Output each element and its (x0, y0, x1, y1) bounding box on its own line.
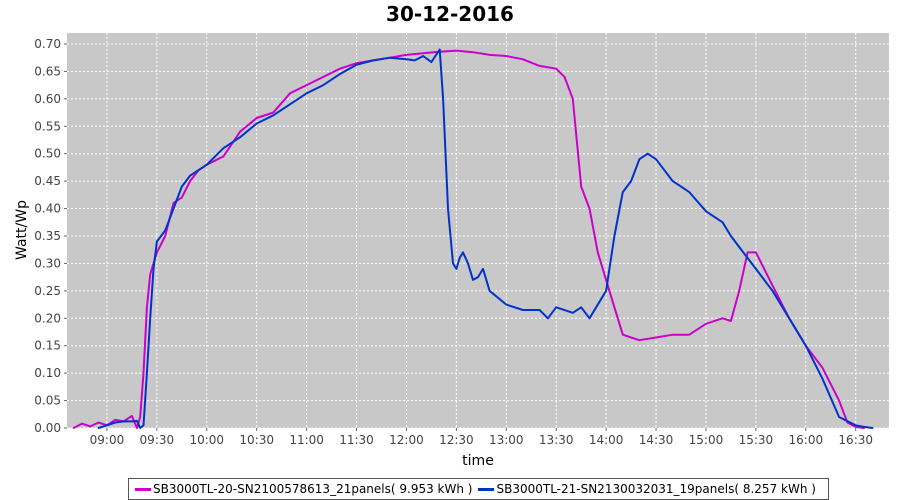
x-tick-label: 12:00 (389, 433, 424, 447)
y-tick-label: 0.35 (34, 229, 61, 243)
x-tick-label: 10:30 (239, 433, 274, 447)
y-tick-label: 0.40 (34, 202, 61, 216)
legend: SB3000TL-20-SN2100578613_21panels( 9.953… (128, 478, 829, 500)
series-line-1 (72, 49, 865, 429)
y-tick-label: 0.70 (34, 37, 61, 51)
x-tick-label: 14:30 (639, 433, 674, 447)
x-tick-label: 11:30 (339, 433, 374, 447)
legend-swatch-series-2 (478, 487, 495, 491)
x-tick-label: 16:00 (789, 433, 824, 447)
x-axis-ticks: 09:00 09:30 10:00 10:30 11:00 11:30 12:00 12:30… (90, 428, 873, 447)
legend-label-series-1: SB3000TL-20-SN2100578613_21panels( 9.953… (153, 482, 473, 496)
y-tick-label: 0.10 (34, 366, 61, 380)
legend-label-series-2: SB3000TL-21-SN2130032031_19panels( 8.257… (496, 482, 816, 496)
y-tick-label: 0.65 (34, 64, 61, 78)
plot-area (67, 33, 889, 428)
x-tick-label: 11:00 (289, 433, 324, 447)
y-tick-label: 0.45 (34, 174, 61, 188)
x-tick-label: 10:00 (189, 433, 224, 447)
chart-title: 30-12-2016 (386, 2, 514, 26)
x-tick-label: 15:00 (689, 433, 724, 447)
y-tick-label: 0.50 (34, 147, 61, 161)
x-tick-label: 16:30 (838, 433, 873, 447)
legend-swatch-series-1 (135, 487, 151, 491)
y-tick-label: 0.30 (34, 256, 61, 270)
x-tick-label: 14:00 (589, 433, 624, 447)
y-tick-label: 0.20 (34, 311, 61, 325)
legend-item-series-2: SB3000TL-21-SN2130032031_19panels( 8.257… (478, 482, 816, 496)
grid-lines (67, 33, 889, 429)
y-tick-label: 0.15 (34, 339, 61, 353)
x-axis-title: time (462, 453, 494, 469)
x-tick-label: 13:00 (489, 433, 524, 447)
x-tick-label: 13:30 (539, 433, 574, 447)
x-tick-label: 09:30 (140, 433, 175, 447)
y-tick-label: 0.00 (34, 421, 61, 435)
y-tick-label: 0.25 (34, 284, 61, 298)
series-lines (72, 48, 874, 429)
x-tick-label: 09:00 (90, 433, 125, 447)
series-line-2 (97, 48, 874, 429)
y-tick-label: 0.55 (34, 119, 61, 133)
y-tick-label: 0.05 (34, 394, 61, 408)
x-tick-label: 12:30 (439, 433, 474, 447)
legend-item-series-1: SB3000TL-20-SN2100578613_21panels( 9.953… (135, 482, 472, 496)
y-tick-label: 0.60 (34, 92, 61, 106)
y-axis-title: Watt/Wp (14, 200, 30, 260)
y-axis-ticks: 0.00 0.05 0.10 0.15 0.20 0.25 0.30 0.35 0.40 0.45… (34, 37, 67, 435)
x-tick-label: 15:30 (739, 433, 774, 447)
